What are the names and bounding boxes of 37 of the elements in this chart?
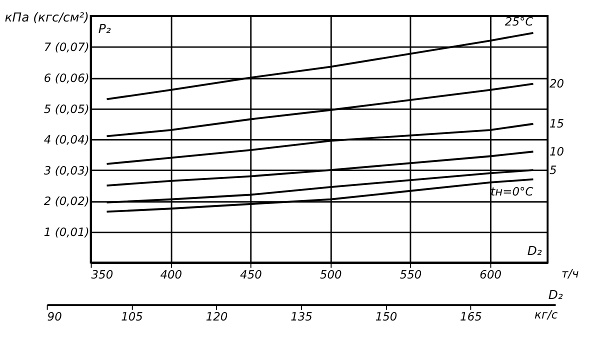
x-tick-label: 600 xyxy=(480,267,502,282)
x2-axis-title: кг/с xyxy=(534,307,558,322)
x2-tick-label: 90 xyxy=(47,309,62,324)
x-axis-title: т/ч xyxy=(561,266,579,280)
y-axis-title: кПа (кгс/см²) xyxy=(4,10,89,25)
x2-tick-label: 105 xyxy=(121,309,143,324)
y-tick-label: 3 xyxy=(44,163,52,178)
x2-tick-label: 135 xyxy=(290,309,312,324)
y-tick-label: 1 xyxy=(44,225,52,240)
y-tick-label: 4 xyxy=(44,132,52,147)
x-tick-label: 550 xyxy=(400,267,422,282)
x-tick-label: 350 xyxy=(91,267,114,282)
series-label: 25°C xyxy=(504,14,534,28)
text: D₂ xyxy=(548,286,563,302)
series-label: 15 xyxy=(549,116,564,131)
y2-tick-label: (0,06) xyxy=(54,70,90,85)
y2-tick-label: (0,04) xyxy=(54,132,90,147)
x-tick-label: 400 xyxy=(160,267,182,282)
series-label: 10 xyxy=(549,144,564,158)
x-tick-label: 450 xyxy=(240,267,262,282)
x2-tick-label: 165 xyxy=(460,309,482,324)
annotation: D₂ xyxy=(527,242,542,258)
y-tick-label: 5 xyxy=(44,102,52,116)
y-tick-label: 2 xyxy=(44,194,52,208)
x2-tick-label: 120 xyxy=(206,309,228,324)
y2-tick-label: (0,02) xyxy=(54,194,90,208)
series-label: 20 xyxy=(549,76,564,91)
series-label: 5 xyxy=(549,162,557,177)
y2-tick-label: (0,03) xyxy=(54,163,90,178)
x2-tick-label: 150 xyxy=(375,309,398,324)
annotation: P₂ xyxy=(98,21,111,36)
y-tick-label: 6 xyxy=(44,70,52,85)
y2-tick-label: (0,05) xyxy=(54,102,90,116)
y2-tick-label: (0,01) xyxy=(54,225,90,240)
x-tick-label: 500 xyxy=(320,267,342,282)
y-tick-label: 7 xyxy=(44,40,52,54)
y2-tick-label: (0,07) xyxy=(54,40,90,54)
